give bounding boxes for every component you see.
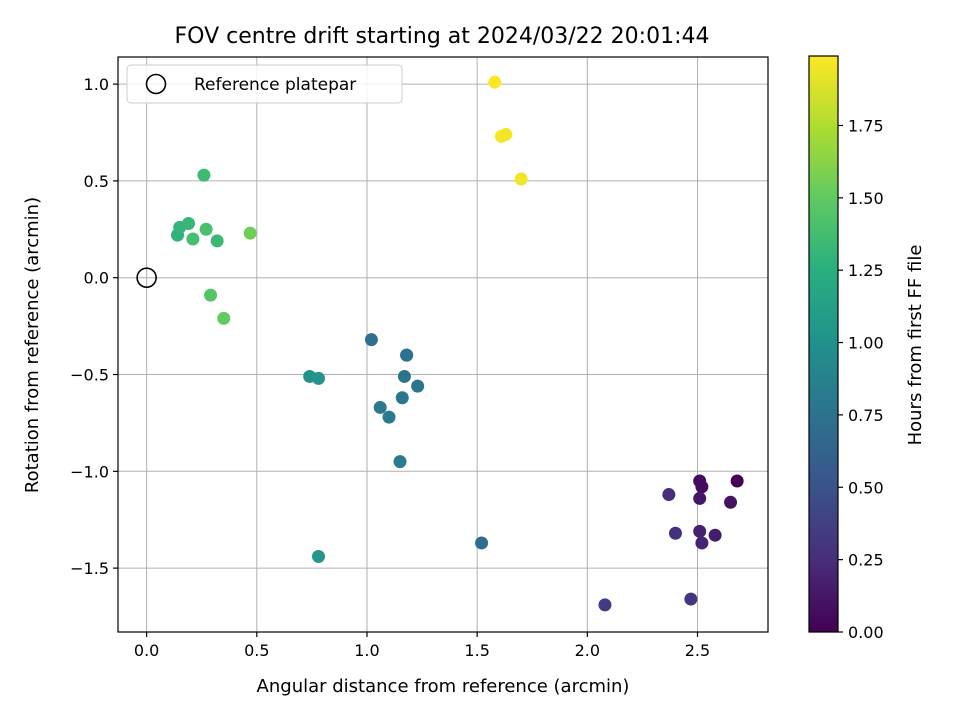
data-point <box>393 455 407 469</box>
data-point <box>243 226 257 240</box>
colorbar-tick-label: 1.75 <box>848 116 884 135</box>
colorbar-frame <box>808 55 839 633</box>
data-points <box>170 75 744 612</box>
y-tick-label: 0.5 <box>84 172 109 191</box>
data-point <box>693 491 707 505</box>
data-point <box>397 369 411 383</box>
data-point <box>395 391 409 405</box>
data-point <box>598 598 612 612</box>
grid <box>118 57 768 632</box>
data-point <box>210 234 224 248</box>
y-tick-label: −0.5 <box>70 366 109 385</box>
y-tick-label: 1.0 <box>84 75 109 94</box>
colorbar-label: Hours from first FF file <box>905 245 926 446</box>
y-tick-label: −1.5 <box>70 559 109 578</box>
x-tick-label: 0.5 <box>244 641 269 660</box>
reference-marker <box>136 267 157 289</box>
chart-title: FOV centre drift starting at 2024/03/22 … <box>175 24 710 49</box>
data-point <box>488 75 502 89</box>
colorbar-tick-label: 1.50 <box>848 189 884 208</box>
y-axis-ticks: 1.0 0.5 0.0 −0.5 −1.0 −1.5 <box>70 75 118 578</box>
data-point <box>199 222 213 236</box>
legend: Reference platepar <box>126 64 403 104</box>
x-tick-label: 1.0 <box>354 641 379 660</box>
data-point <box>411 379 425 393</box>
data-point <box>312 371 326 385</box>
x-axis-ticks: 0.0 0.5 1.0 1.5 2.0 2.5 <box>134 632 710 660</box>
colorbar-tick-label: 1.25 <box>848 261 884 280</box>
data-point <box>312 549 326 563</box>
y-tick-label: 0.0 <box>84 269 109 288</box>
legend-label: Reference platepar <box>194 75 356 95</box>
plot-frame <box>117 56 769 633</box>
data-point <box>182 216 196 230</box>
x-tick-label: 2.5 <box>685 641 710 660</box>
data-point <box>724 495 738 509</box>
colorbar-tick-label: 0.50 <box>848 478 884 497</box>
data-point <box>668 526 682 540</box>
colorbar-tick-label: 1.00 <box>848 334 884 353</box>
data-point <box>382 410 396 424</box>
data-point <box>695 536 709 550</box>
x-tick-label: 2.0 <box>575 641 600 660</box>
x-axis-label: Angular distance from reference (arcmin) <box>257 676 630 697</box>
data-point <box>662 488 676 502</box>
colorbar-tick-label: 0.00 <box>848 623 884 642</box>
data-point <box>217 311 231 325</box>
colorbar-ticks: 0.00 0.25 0.50 0.75 1.00 1.25 1.50 1.75 <box>838 116 884 642</box>
x-tick-label: 0.0 <box>134 641 159 660</box>
data-point <box>514 172 528 186</box>
y-tick-label: −1.0 <box>70 462 109 481</box>
data-point <box>197 168 211 182</box>
y-axis-label: Rotation from reference (arcmin) <box>22 197 43 493</box>
data-point <box>708 528 722 542</box>
data-point <box>186 232 200 246</box>
data-point <box>695 480 709 494</box>
legend-box <box>126 64 403 104</box>
data-point <box>364 333 378 347</box>
legend-marker <box>145 73 167 95</box>
data-point <box>475 536 489 550</box>
data-point <box>730 474 744 488</box>
data-point <box>684 592 698 606</box>
x-tick-label: 1.5 <box>464 641 489 660</box>
data-point <box>373 400 387 414</box>
data-point <box>693 524 707 538</box>
colorbar-tick-label: 0.25 <box>848 551 884 570</box>
data-point <box>499 127 513 141</box>
data-point <box>400 348 414 362</box>
data-point <box>204 288 218 302</box>
colorbar <box>809 56 838 632</box>
colorbar-tick-label: 0.75 <box>848 406 884 425</box>
